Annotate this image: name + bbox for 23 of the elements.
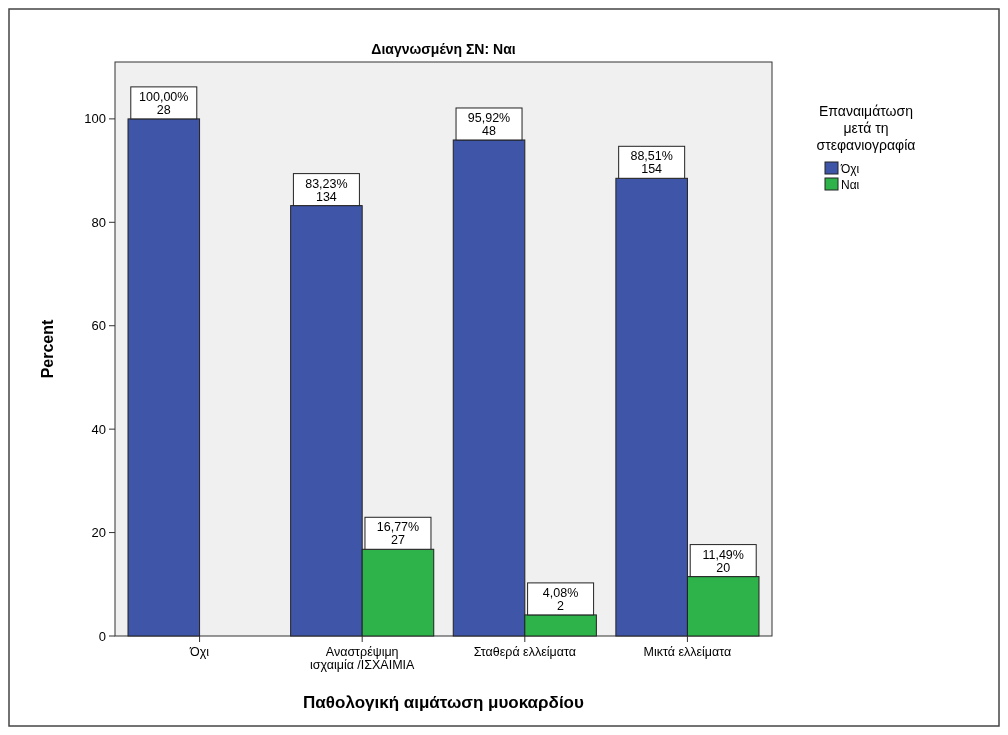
data-label: 95,92% 48 [467,110,511,138]
data-label: 88,51% 154 [630,149,673,177]
legend-label: Ναι [841,178,860,192]
x-tick-label: Σταθερά ελλείματα [473,645,576,659]
data-label: 11,49% 20 [702,547,744,575]
y-tick-label: 80 [91,214,106,230]
y-tick-label: 0 [98,628,106,644]
data-label: 100,00% 28 [139,89,189,117]
y-axis-title: Percent [39,318,56,379]
y-tick-label: 20 [91,525,106,541]
legend-title: Επαναιμάτωση μετά τη στεφανιογραφία [816,103,916,153]
data-label: 83,23% 134 [305,176,348,204]
x-tick-label: Αναστρέψιμη ισχαιμία /ΙΣΧΑΙΜΙΑ [309,645,416,672]
y-tick-label: 40 [91,421,106,437]
chart-title: Διαγνωσμένη ΣΝ: Ναι [371,41,516,57]
x-axis-title: Παθολογική αιμάτωση μυοκαρδίου [303,693,585,712]
y-tick-label: 100 [84,111,106,127]
legend-label: Όχι [840,162,860,176]
x-tick-label: Όχι [189,645,210,659]
y-tick-label: 60 [91,318,106,334]
data-label: 4,08% 2 [542,585,579,613]
x-tick-label: Μικτά ελλείματα [643,645,732,659]
data-label: 16,77% 27 [376,520,420,548]
